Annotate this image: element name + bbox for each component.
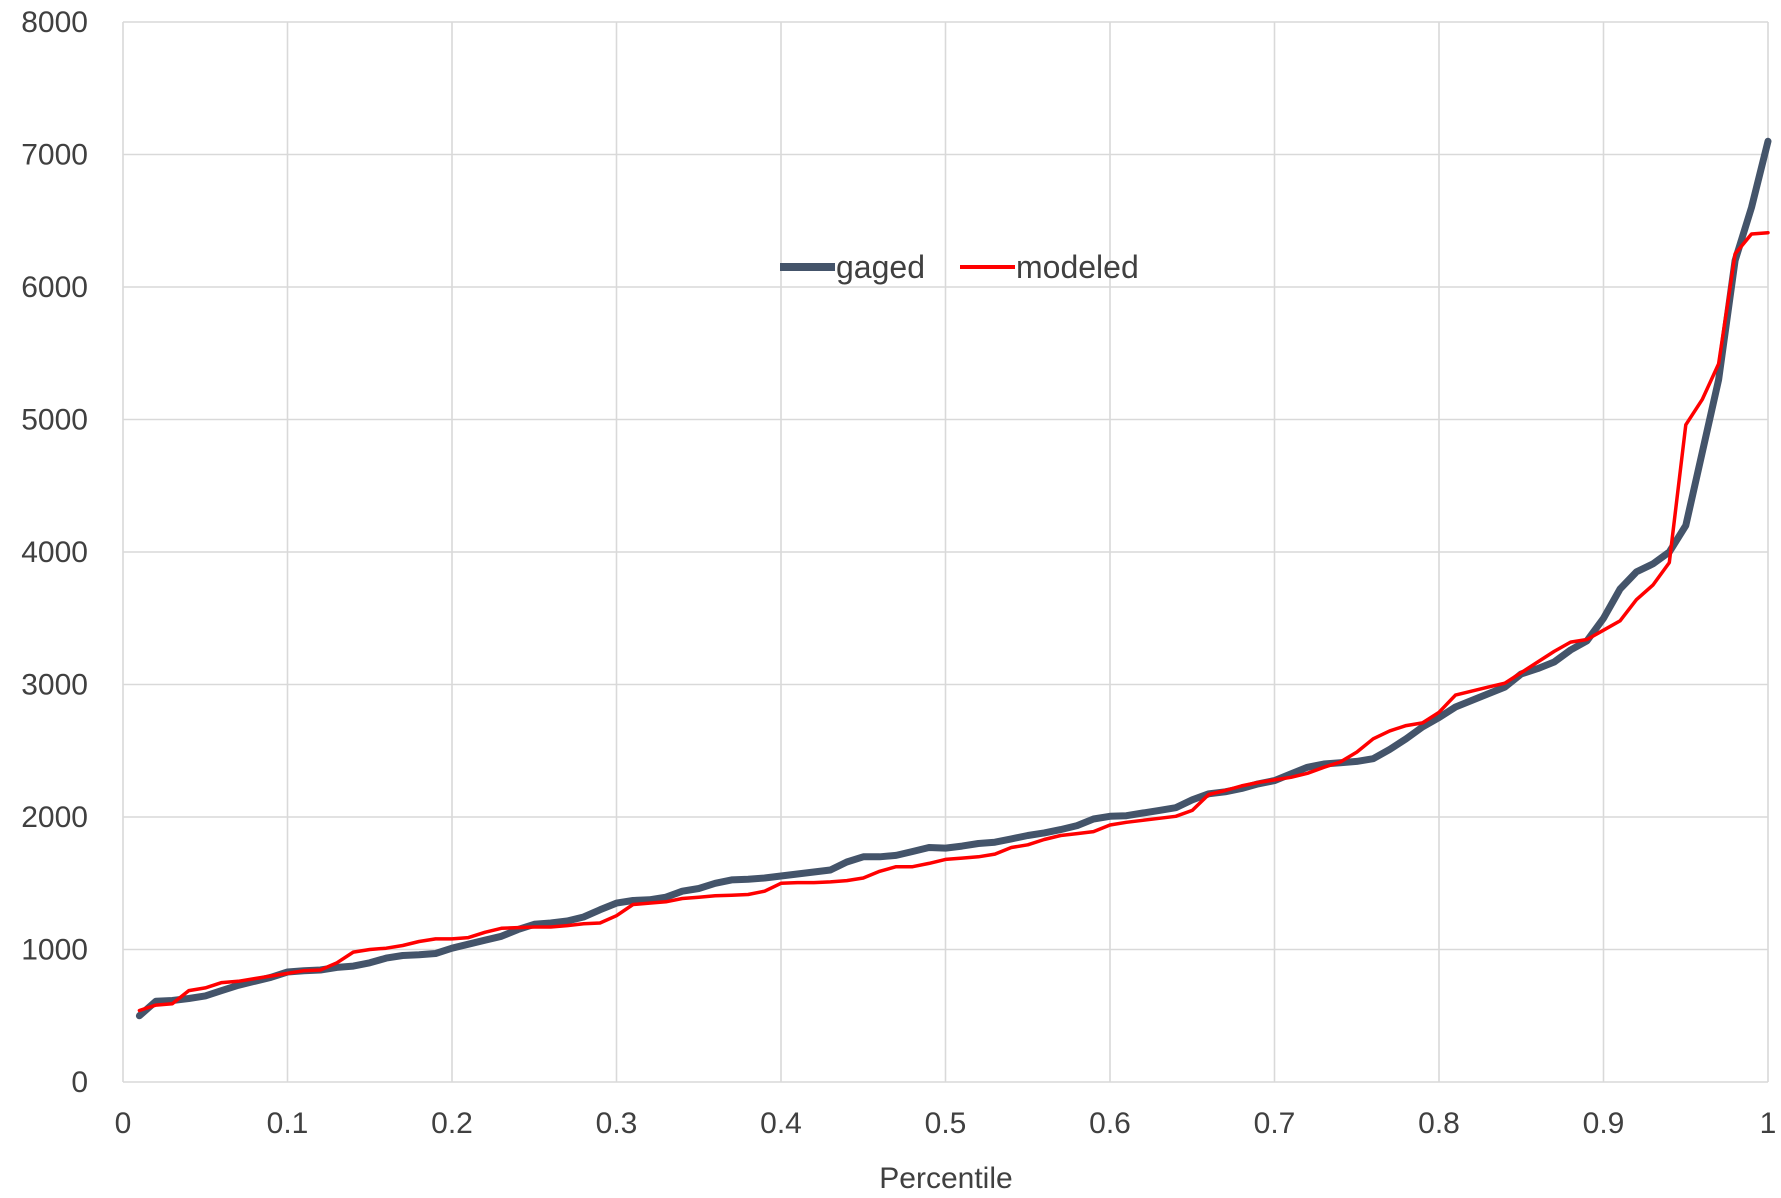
x-tick-label: 0.7	[1254, 1107, 1296, 1140]
series-lines	[135, 137, 1772, 1020]
gridlines	[122, 21, 1769, 1083]
x-tick-label: 0.4	[760, 1107, 802, 1140]
x-tick-label: 0.2	[431, 1107, 473, 1140]
x-axis-title: Percentile	[879, 1162, 1012, 1193]
x-tick-label: 0.8	[1418, 1107, 1460, 1140]
y-tick-label: 4000	[21, 536, 88, 569]
x-tick-label: 0.6	[1089, 1107, 1131, 1140]
x-tick-label: 0.3	[596, 1107, 638, 1140]
legend-label-modeled: modeled	[1016, 249, 1139, 285]
y-tick-label: 2000	[21, 801, 88, 834]
series-line-modeled	[137, 230, 1770, 1013]
y-tick-label: 1000	[21, 934, 88, 967]
x-tick-label: 0.5	[925, 1107, 967, 1140]
y-tick-label: 7000	[21, 139, 88, 172]
x-tick-label: 0.9	[1583, 1107, 1625, 1140]
y-tick-label: 0	[71, 1066, 88, 1099]
x-tick-label: 0	[115, 1107, 132, 1140]
x-tick-label: 1	[1760, 1107, 1777, 1140]
series-line-gaged	[135, 137, 1772, 1020]
legend-label-gaged: gaged	[836, 249, 925, 285]
legend: gaged modeled	[780, 249, 1139, 285]
axes: 0 0.1 0.2 0.3 0.4 0.5 0.6 0.7 0.8 0.9 1 0 1000 2000 30…	[21, 6, 1776, 1140]
y-tick-label: 5000	[21, 404, 88, 437]
x-tick-label: 0.1	[267, 1107, 309, 1140]
y-tick-label: 3000	[21, 669, 88, 702]
y-tick-label: 6000	[21, 271, 88, 304]
y-tick-label: 8000	[21, 6, 88, 39]
